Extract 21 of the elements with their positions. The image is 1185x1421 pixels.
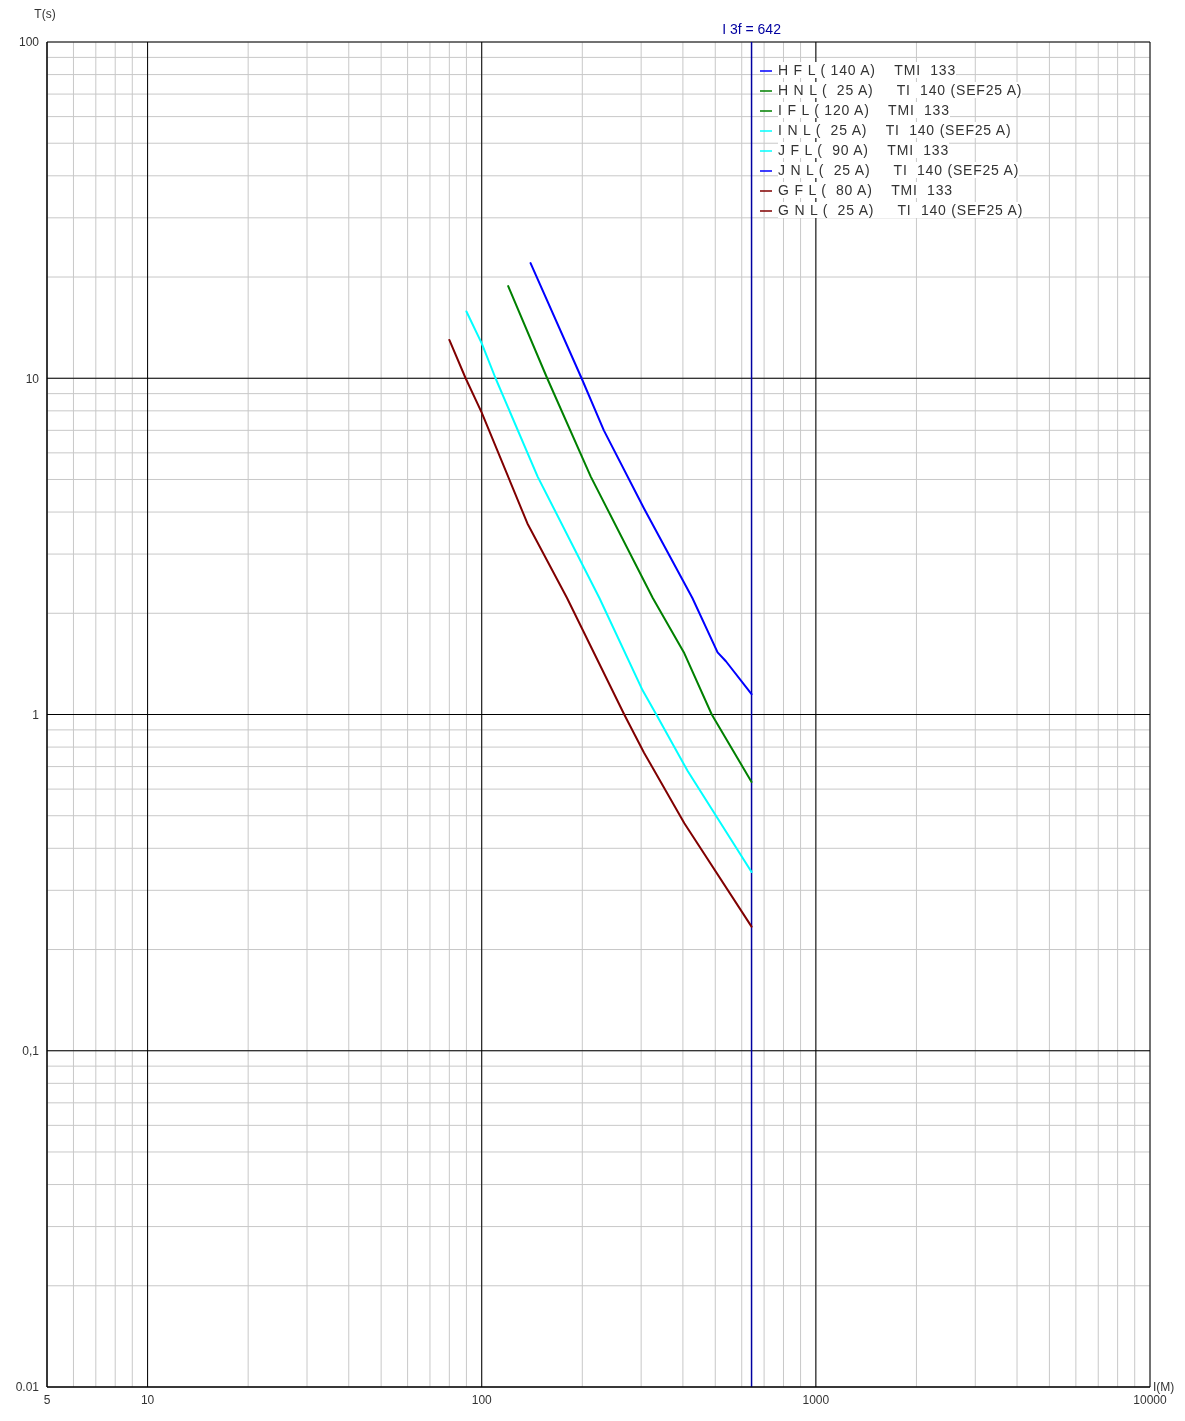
y-tick-label: 1: [32, 707, 40, 722]
x-tick-label: 1000: [802, 1392, 830, 1407]
legend-label: I F L ( 120 A) TMI 133: [778, 102, 950, 118]
x-tick-label: 10000: [1133, 1392, 1168, 1407]
y-axis-title: T(s): [34, 7, 56, 21]
ref-line-label: I 3f = 642: [722, 21, 782, 37]
y-tick-label: 10: [25, 371, 40, 386]
legend-label: H N L ( 25 A) TI 140 (SEF25 A): [778, 82, 1023, 98]
y-tick-label: 0.01: [15, 1380, 40, 1395]
x-tick-label: 100: [471, 1392, 493, 1407]
y-tick-label: 0,1: [22, 1044, 40, 1059]
legend-label: J N L ( 25 A) TI 140 (SEF25 A): [778, 162, 1020, 178]
legend-label: J F L ( 90 A) TMI 133: [778, 142, 949, 158]
legend-label: I N L ( 25 A) TI 140 (SEF25 A): [778, 122, 1012, 138]
x-tick-label: 5: [43, 1392, 51, 1407]
legend-label: G F L ( 80 A) TMI 133: [778, 182, 953, 198]
legend-label: G N L ( 25 A) TI 140 (SEF25 A): [778, 202, 1024, 218]
x-tick-label: 10: [140, 1392, 155, 1407]
legend-label: H F L ( 140 A) TMI 133: [778, 62, 956, 78]
y-tick-label: 100: [18, 35, 40, 50]
x-axis-title: I(M): [1153, 1380, 1175, 1394]
